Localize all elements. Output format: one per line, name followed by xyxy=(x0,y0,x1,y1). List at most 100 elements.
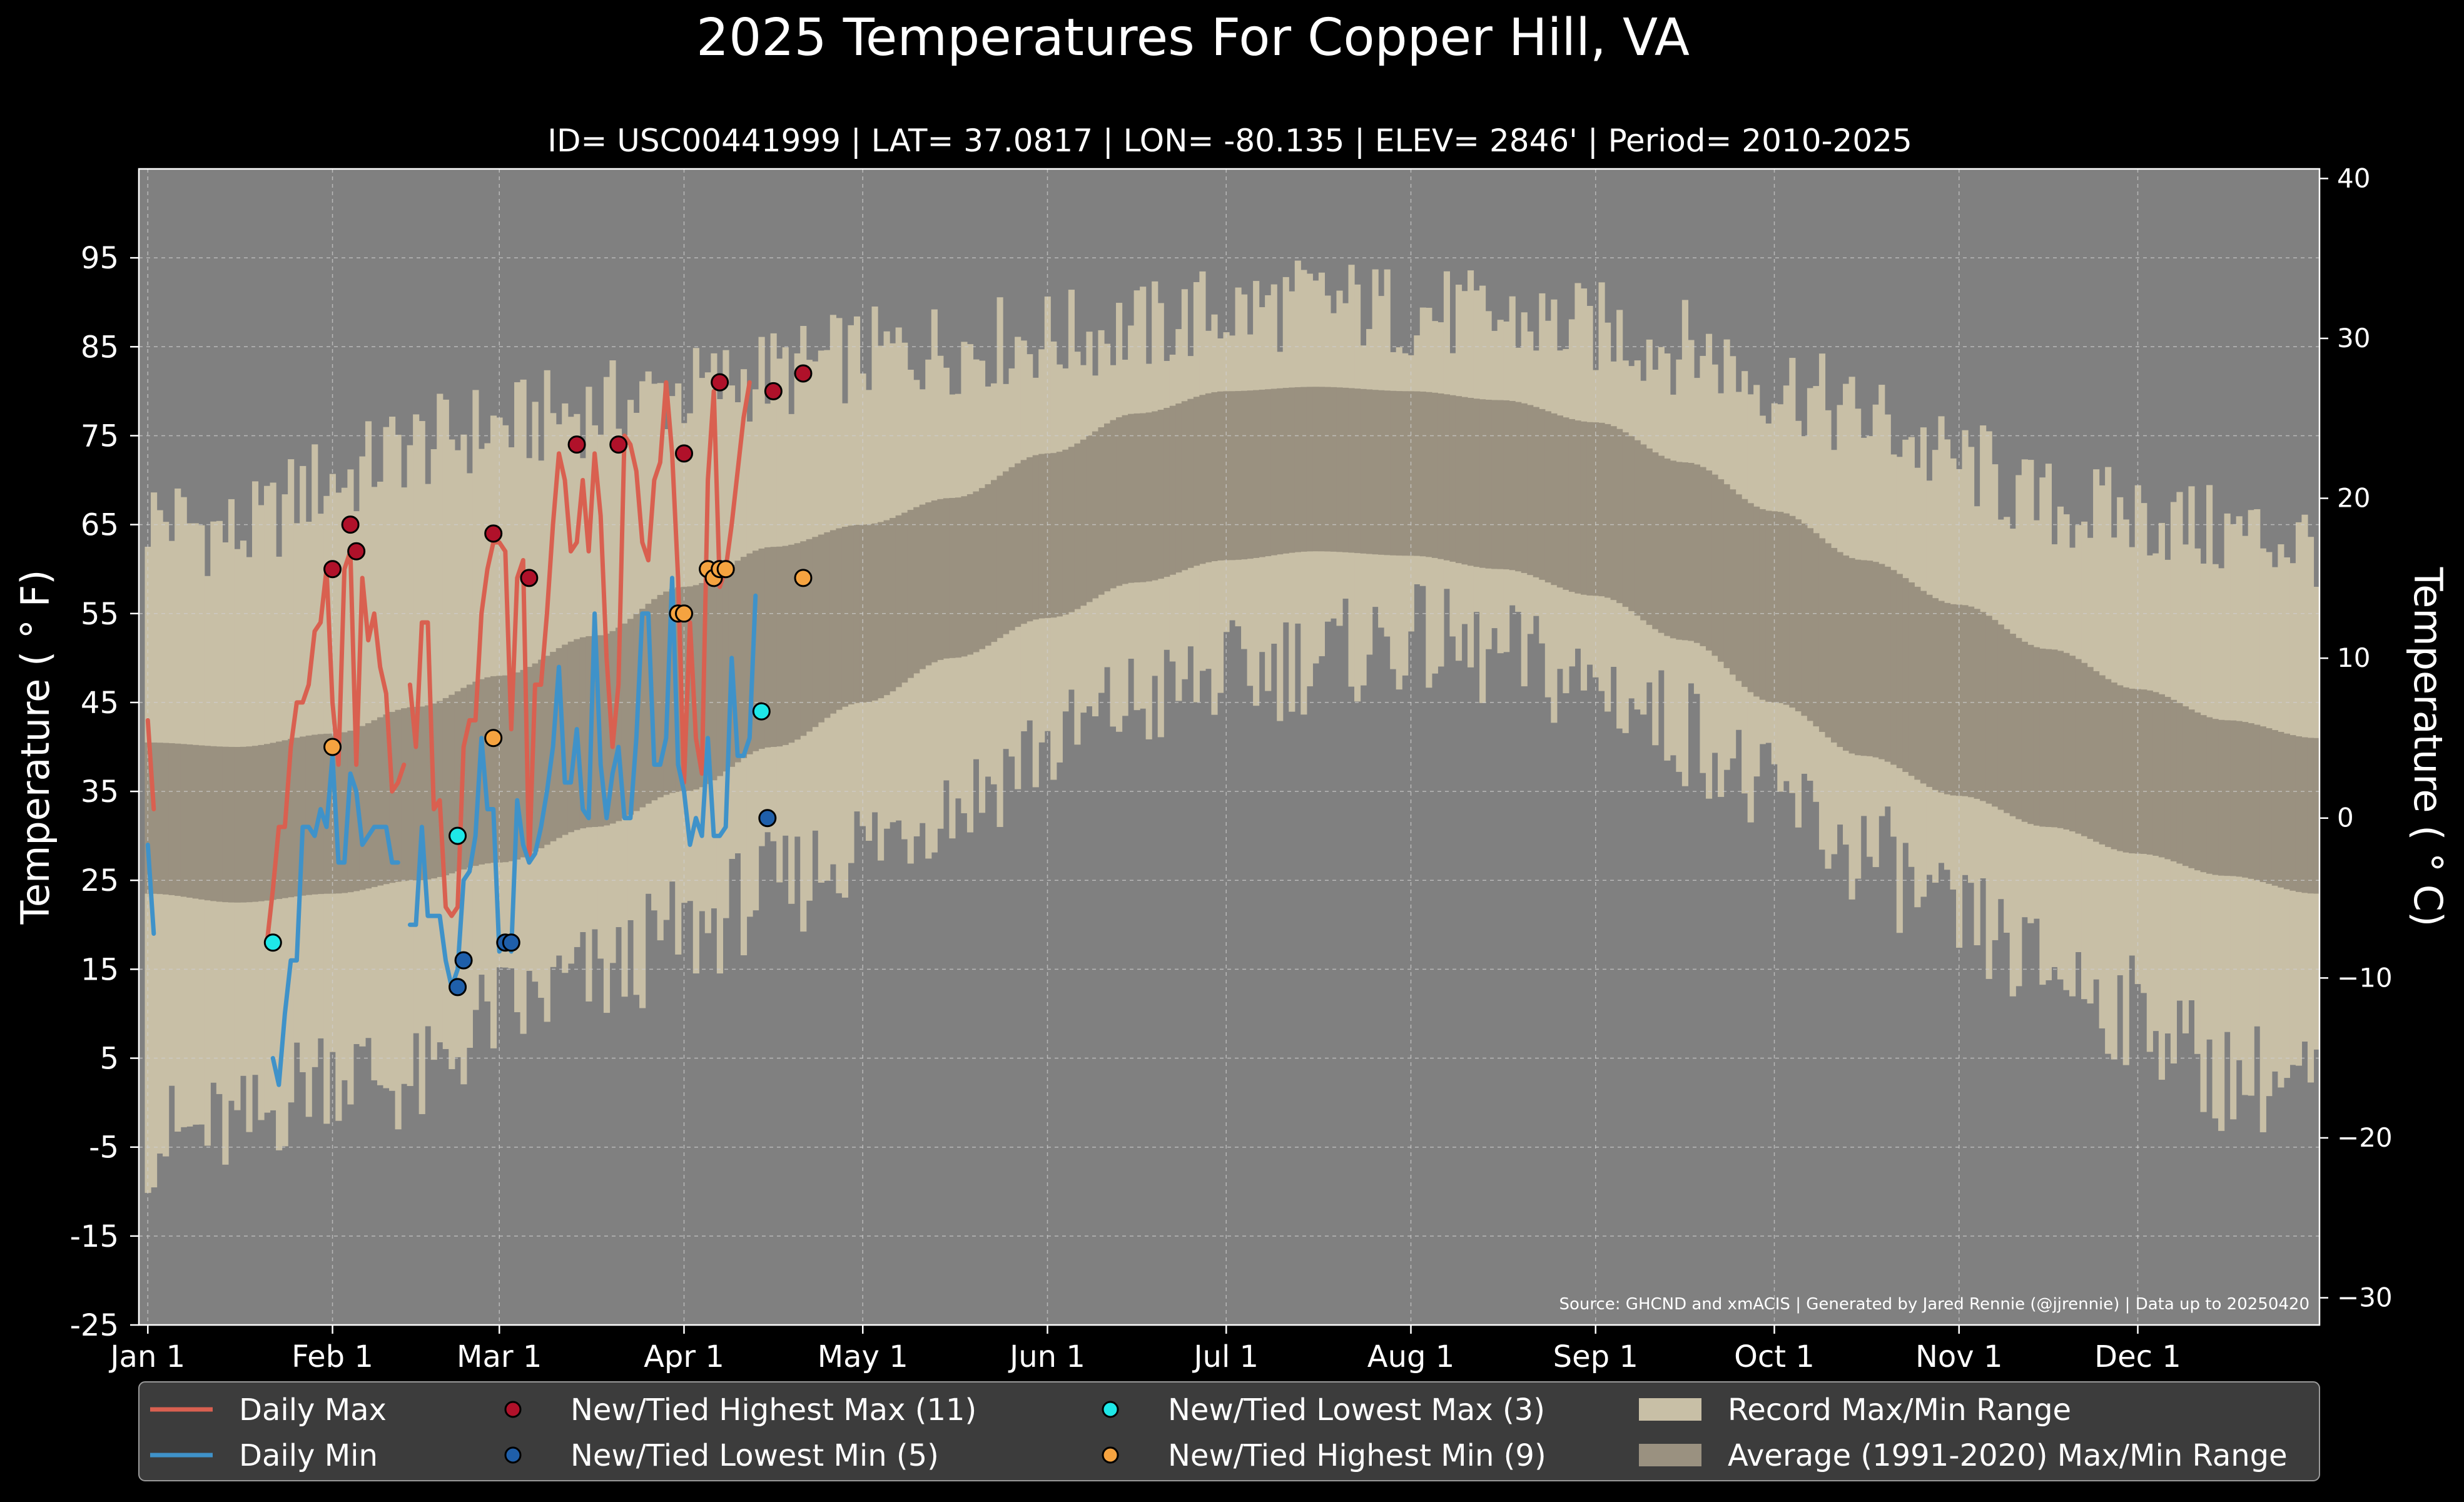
normal-bar xyxy=(335,733,342,894)
x-axis: Jan 1 Feb 1 Mar 1 Apr 1 May 1 Jun 1 Jul 1 Aug 1… xyxy=(108,1325,2181,1374)
normal-bar xyxy=(437,701,444,877)
normal-bar xyxy=(2224,720,2231,876)
normal-bar xyxy=(2254,724,2261,881)
x-tick-label: May 1 xyxy=(818,1339,908,1374)
normal-bar xyxy=(1306,387,1313,552)
normal-bar xyxy=(532,663,539,852)
normal-bar xyxy=(418,706,425,880)
y-tick-label: -15 xyxy=(70,1219,119,1254)
normal-bar xyxy=(1068,447,1075,612)
normal-bar xyxy=(1813,533,1820,727)
normal-bar xyxy=(1640,444,1647,621)
y-tick-label: 85 xyxy=(81,330,119,365)
normal-bar xyxy=(555,648,562,838)
normal-bar xyxy=(1402,391,1409,556)
normal-bar xyxy=(2075,659,2082,834)
normal-bar xyxy=(1658,455,1665,633)
normal-bar xyxy=(300,736,307,896)
normal-bar xyxy=(812,537,819,728)
x-tick-label: Feb 1 xyxy=(292,1339,373,1374)
y2-tick-label: −10 xyxy=(2337,962,2393,993)
normal-bar xyxy=(151,742,158,894)
normal-bar xyxy=(192,744,199,899)
normal-bar xyxy=(651,599,658,801)
normal-bar xyxy=(1980,612,1987,801)
normal-bar xyxy=(770,547,777,747)
normal-bar xyxy=(1610,426,1617,601)
x-tick-label: Mar 1 xyxy=(457,1339,542,1374)
normal-bar xyxy=(829,530,836,714)
normal-bar xyxy=(621,623,628,818)
normal-bar xyxy=(955,497,961,658)
normal-bar xyxy=(2212,719,2219,875)
normal-bar xyxy=(1759,509,1766,700)
normal-bar xyxy=(1878,564,1885,759)
normal-bar xyxy=(210,746,217,901)
x-tick-label: Nov 1 xyxy=(1915,1339,2002,1374)
normal-bar xyxy=(788,544,795,743)
normal-bar xyxy=(377,717,384,886)
normal-bar xyxy=(1711,474,1718,656)
normal-bar xyxy=(1563,417,1569,590)
normal-bar xyxy=(156,743,163,895)
normal-bar xyxy=(1956,604,1963,796)
normal-bar xyxy=(1056,452,1063,617)
normal-bar xyxy=(1753,506,1760,697)
normal-bar xyxy=(925,502,932,666)
normal-bar xyxy=(2057,651,2064,828)
normal-bar xyxy=(2039,648,2046,827)
y-tick-label: 65 xyxy=(81,508,119,543)
normal-bar xyxy=(2295,736,2303,892)
new-tied-highest-max-marker xyxy=(711,373,729,392)
normal-bar xyxy=(1485,399,1492,569)
normal-bar xyxy=(1265,389,1272,557)
normal-bar xyxy=(2230,720,2237,876)
normal-bar xyxy=(1652,452,1659,629)
normal-bar xyxy=(508,674,515,861)
normal-bar xyxy=(2307,738,2314,894)
normal-bar xyxy=(1175,403,1182,573)
normal-bar xyxy=(395,709,402,882)
normal-bar xyxy=(1491,400,1498,569)
normal-bar xyxy=(1902,578,1909,772)
normal-bar xyxy=(2164,697,2171,860)
new-tied-lowest-max-marker xyxy=(263,933,282,952)
normal-bar xyxy=(1914,586,1921,780)
normal-bar xyxy=(758,548,765,749)
normal-bar xyxy=(1241,390,1248,560)
normal-bar xyxy=(1110,420,1117,589)
y-tick-label: 5 xyxy=(99,1042,119,1077)
normal-bar xyxy=(1830,547,1838,743)
normal-bar xyxy=(1223,391,1230,561)
normal-bar xyxy=(901,512,908,683)
normal-bar xyxy=(2206,717,2213,874)
normal-bar xyxy=(1807,528,1814,721)
normal-bar xyxy=(496,676,503,863)
normal-bar xyxy=(1378,390,1385,555)
legend-marker-swatch xyxy=(504,1401,522,1418)
normal-bar xyxy=(1867,561,1873,756)
normal-bar xyxy=(442,698,449,876)
normal-bar xyxy=(764,547,771,748)
normal-bar xyxy=(1473,398,1480,567)
normal-bar xyxy=(1920,591,1927,784)
normal-bar xyxy=(484,677,491,864)
normal-bar xyxy=(1515,402,1522,572)
normal-bar xyxy=(1366,389,1373,554)
normal-bar xyxy=(2200,715,2207,873)
normal-bar xyxy=(2027,644,2034,825)
normal-bar xyxy=(1544,411,1551,583)
normal-bar xyxy=(2141,689,2147,854)
new-tied-highest-max-marker xyxy=(764,382,783,400)
new-tied-lowest-min-marker xyxy=(758,809,777,828)
normal-bar xyxy=(2122,687,2129,853)
normal-bar xyxy=(1098,427,1105,595)
normal-bar xyxy=(1199,395,1206,564)
legend-label: New/Tied Highest Min (9) xyxy=(1168,1438,1546,1473)
normal-bar xyxy=(1282,388,1289,554)
legend-marker-swatch xyxy=(504,1446,522,1464)
y-tick-label: 35 xyxy=(81,774,119,809)
legend-label: Average (1991-2020) Max/Min Range xyxy=(1728,1438,2288,1473)
plot-frame xyxy=(138,168,2321,1326)
